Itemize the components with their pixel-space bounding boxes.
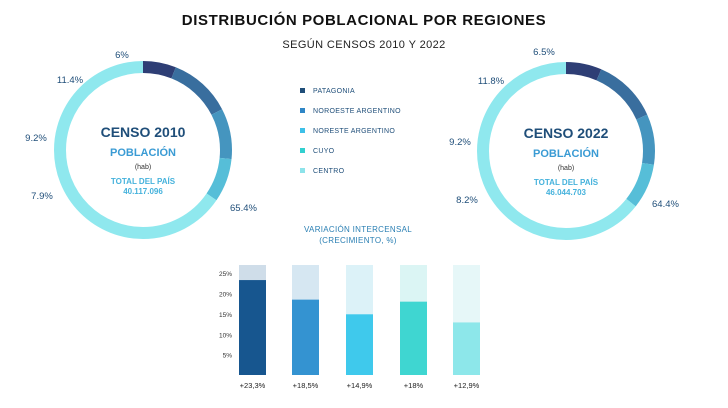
variation-title-line1: VARIACIÓN INTERCENSAL xyxy=(304,225,412,234)
bar-value-label: +14,9% xyxy=(347,381,373,390)
donut-ring xyxy=(54,61,232,239)
legend-item-centro: CENTRO xyxy=(300,167,345,175)
chart-subtitle: SEGÚN CENSOS 2010 Y 2022 xyxy=(282,39,446,51)
census-heading: CENSO 2010 xyxy=(101,124,186,140)
data-label-noroeste: 11.4% xyxy=(57,75,84,86)
legend-swatch xyxy=(300,127,305,133)
data-label-noreste: 9.2% xyxy=(25,133,47,144)
legend-item-patagonia: PATAGONIA xyxy=(300,87,355,95)
legend-label: PATAGONIA xyxy=(313,88,355,95)
total-country-label: TOTAL DEL PAÍS xyxy=(111,177,176,186)
legend-label: CUYO xyxy=(313,148,335,155)
y-tick-label: 15% xyxy=(219,312,232,319)
legend-label: NOROESTE ARGENTINO xyxy=(313,108,401,115)
population-label: POBLACIÓN xyxy=(110,146,176,159)
bar-value-label: +18% xyxy=(404,381,424,390)
data-label-noroeste: 11.8% xyxy=(478,76,505,87)
legend-swatch xyxy=(300,167,305,173)
bar-value-label: +18,5% xyxy=(293,381,319,390)
population-unit: (hab) xyxy=(135,164,151,171)
bar-cuyo xyxy=(400,301,427,375)
total-country-value: 46.044.703 xyxy=(546,188,587,197)
legend-label: NORESTE ARGENTINO xyxy=(313,128,396,135)
donut-segment-noreste xyxy=(54,61,232,239)
legend-swatch xyxy=(300,147,305,153)
y-tick-label: 25% xyxy=(219,271,232,278)
data-label-cuyo: 8.2% xyxy=(456,195,478,206)
bar-noreste xyxy=(346,314,373,375)
chart-title: DISTRIBUCIÓN POBLACIONAL POR REGIONES xyxy=(181,12,547,29)
data-label-noreste: 9.2% xyxy=(449,137,471,148)
bar-noroeste xyxy=(292,299,319,375)
bar-centro xyxy=(453,322,480,375)
bar-value-label: +23,3% xyxy=(240,381,266,390)
data-label-centro: 64.4% xyxy=(652,199,679,210)
y-tick-label: 20% xyxy=(219,292,232,299)
data-label-cuyo: 7.9% xyxy=(31,191,53,202)
bar-patagonia xyxy=(239,280,266,375)
donut-ring xyxy=(477,62,655,240)
y-tick-label: 10% xyxy=(219,332,232,339)
census-heading: CENSO 2022 xyxy=(524,125,609,141)
donut-segment-centro xyxy=(54,61,232,239)
data-label-centro: 65.4% xyxy=(230,203,257,214)
total-country-value: 40.117.096 xyxy=(123,187,163,196)
legend-item-cuyo: CUYO xyxy=(300,147,335,155)
population-label: POBLACIÓN xyxy=(533,147,599,160)
bar-value-label: +12,9% xyxy=(454,381,480,390)
y-tick-label: 5% xyxy=(223,353,233,360)
variation-title-line2: (CRECIMIENTO, %) xyxy=(319,236,397,245)
data-label-patagonia: 6.5% xyxy=(533,47,555,58)
legend-swatch xyxy=(300,87,305,93)
legend-item-noreste: NORESTE ARGENTINO xyxy=(300,127,396,135)
total-country-label: TOTAL DEL PAÍS xyxy=(534,178,599,187)
legend-swatch xyxy=(300,107,305,113)
data-label-patagonia: 6% xyxy=(115,50,129,61)
variation-title: VARIACIÓN INTERCENSAL (CRECIMIENTO, %) xyxy=(238,224,478,246)
legend-item-noroeste: NOROESTE ARGENTINO xyxy=(300,107,401,115)
legend-label: CENTRO xyxy=(313,168,345,175)
population-unit: (hab) xyxy=(558,165,574,172)
donut-segment-centro xyxy=(477,62,655,240)
donut-segment-noreste xyxy=(477,62,655,240)
